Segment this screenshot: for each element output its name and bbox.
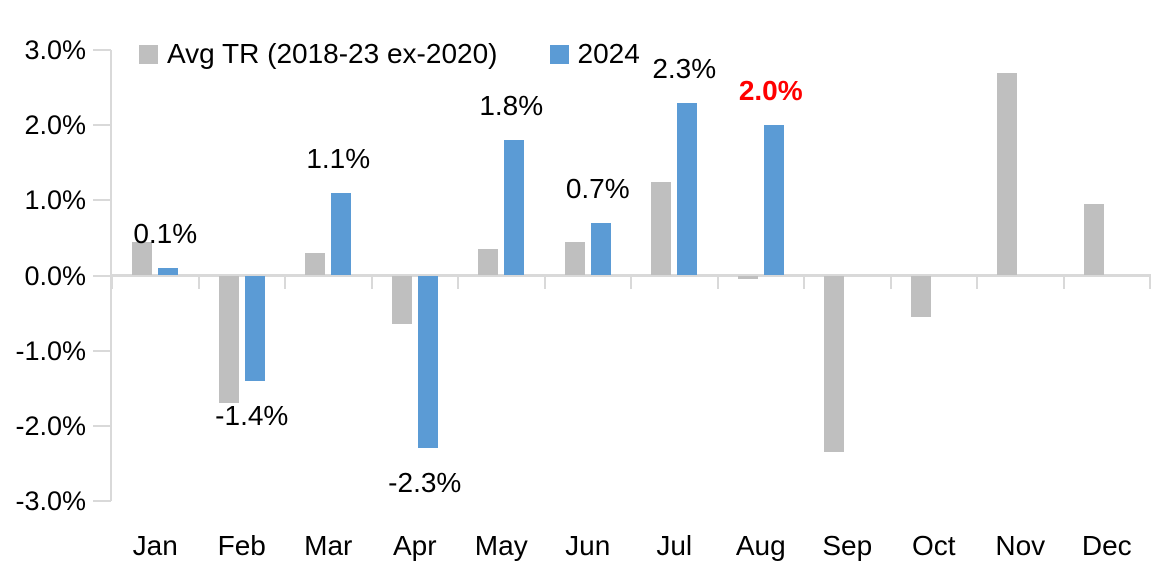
x-axis-tick-mark <box>889 274 892 289</box>
y-axis-tick-label: 0.0% <box>24 260 86 291</box>
bar-2024-jul <box>677 102 698 276</box>
y-axis-tick-mark <box>93 48 111 51</box>
data-label-may: 1.8% <box>479 90 544 122</box>
bar-2024-may <box>504 140 525 276</box>
bar-avg-tr-dec <box>1083 204 1104 276</box>
bar-avg-tr-feb <box>218 275 239 404</box>
bar-avg-tr-mar <box>305 252 326 276</box>
data-label-mar: 1.1% <box>306 142 371 174</box>
x-axis-label-jan: Jan <box>132 530 178 561</box>
y-axis-tick-label: -2.0% <box>15 410 86 441</box>
data-label-jun: 0.7% <box>565 172 630 204</box>
x-axis-label-oct: Oct <box>911 530 956 561</box>
x-axis-label-jul: Jul <box>656 530 693 561</box>
data-label-jan: 0.1% <box>133 217 198 249</box>
x-axis-label-aug: Aug <box>735 530 786 561</box>
y-axis-tick-mark <box>93 274 111 277</box>
x-axis-label-feb: Feb <box>217 530 266 561</box>
x-axis-tick-mark <box>111 274 113 289</box>
bar-avg-tr-apr <box>391 275 412 325</box>
bar-avg-tr-nov <box>997 72 1018 276</box>
x-axis-tick-mark <box>197 274 200 289</box>
bar-avg-tr-jan <box>132 241 153 276</box>
series-2024-swatch-icon <box>549 44 569 64</box>
x-axis-label-apr: Apr <box>392 530 437 561</box>
y-axis-tick-mark <box>93 124 111 127</box>
bar-avg-tr-aug <box>737 275 758 280</box>
bar-2024-jan <box>158 267 179 276</box>
y-axis-tick-label: -1.0% <box>15 335 86 366</box>
bar-avg-tr-jul <box>651 181 672 276</box>
y-axis-tick-label: 2.0% <box>24 110 86 141</box>
x-axis-tick-mark <box>1062 274 1065 289</box>
bar-2024-feb <box>244 275 265 381</box>
x-axis-tick-mark <box>630 274 632 289</box>
data-label-jul: 2.3% <box>652 52 717 84</box>
y-axis-tick-mark <box>93 424 111 427</box>
y-axis-tick-label: 1.0% <box>24 185 86 216</box>
x-axis-label-jun: Jun <box>565 530 611 561</box>
bar-2024-mar <box>331 192 352 276</box>
legend-item-2024: 2024 <box>549 38 640 70</box>
x-axis-tick-mark <box>803 274 805 289</box>
x-axis-tick-mark <box>716 274 719 289</box>
chart-legend: Avg TR (2018-23 ex-2020) 2024 <box>139 38 640 70</box>
y-axis-tick-label: 3.0% <box>24 34 86 65</box>
x-axis-label-nov: Nov <box>995 530 1046 561</box>
data-label-apr: -2.3% <box>388 467 462 499</box>
bar-avg-tr-oct <box>910 275 931 317</box>
avg-tr-series-swatch-icon <box>139 44 158 64</box>
x-axis-tick-mark <box>543 274 546 289</box>
y-axis-tick-mark <box>93 199 111 202</box>
x-axis-tick-mark <box>976 274 978 289</box>
legend-label-avg-tr: Avg TR (2018-23 ex-2020) <box>167 38 498 69</box>
x-axis-label-dec: Dec <box>1081 530 1132 561</box>
x-axis-label-sep: Sep <box>822 530 873 561</box>
y-axis-tick-mark <box>93 349 111 352</box>
x-axis-tick-mark <box>370 274 373 289</box>
y-axis-tick-label: -3.0% <box>15 486 86 516</box>
legend-label-2024: 2024 <box>577 38 640 69</box>
x-axis-tick-mark <box>284 274 286 289</box>
x-axis-label-may: May <box>474 530 528 561</box>
y-axis-tick-mark <box>93 500 111 502</box>
legend-item-avg-tr: Avg TR (2018-23 ex-2020) <box>139 38 498 70</box>
bar-2024-aug <box>763 125 784 276</box>
bar-2024-apr <box>417 275 438 449</box>
x-axis-label-mar: Mar <box>304 530 353 561</box>
data-label-aug: 2.0% <box>738 75 803 107</box>
bar-avg-tr-sep <box>824 275 845 453</box>
data-label-feb: -1.4% <box>215 399 289 431</box>
bar-avg-tr-jun <box>564 241 585 276</box>
bar-2024-jun <box>590 222 611 276</box>
x-axis-tick-mark <box>1149 274 1151 289</box>
bar-avg-tr-may <box>478 249 499 276</box>
x-axis-tick-mark <box>457 274 459 289</box>
